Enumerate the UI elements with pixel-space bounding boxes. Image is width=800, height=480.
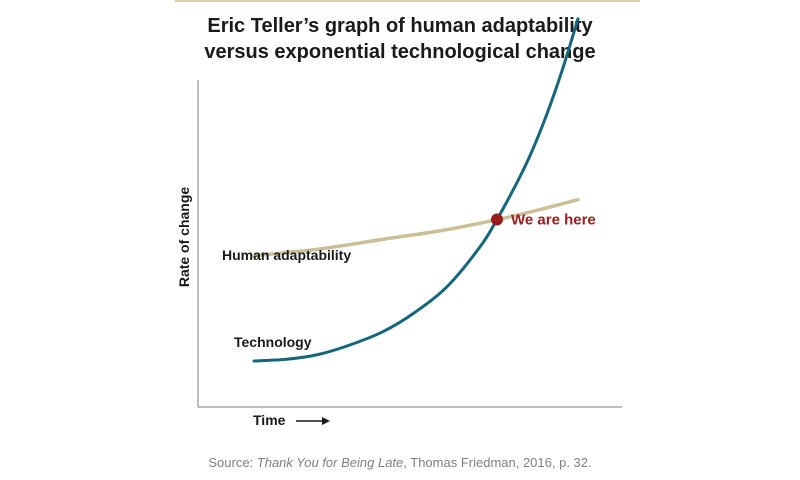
top-divider <box>175 0 640 2</box>
y-axis-label: Rate of change <box>176 187 192 288</box>
series-label-technology: Technology <box>234 334 312 350</box>
series-label-human-adaptability: Human adaptability <box>222 247 351 263</box>
series-layer <box>252 17 580 363</box>
series-line-technology <box>252 17 580 363</box>
chart-title-line-2: versus exponential technological change <box>204 41 596 63</box>
series-line-human-adaptability <box>252 197 580 258</box>
annotation-label: We are here <box>511 211 596 228</box>
source-book-title: Thank You for Being Late <box>256 455 404 470</box>
x-axis-arrow-head <box>322 417 330 425</box>
annotation-marker <box>491 213 503 226</box>
label-layer: Rate of change Time Technology Human adapta… <box>176 187 596 428</box>
chart-title-line-1: Eric Teller’s graph of human adaptabilit… <box>207 15 593 37</box>
chart-axes <box>197 80 622 408</box>
x-axis-label: Time <box>253 412 286 428</box>
source-caption: Source: Thank You for Being Late, Thomas… <box>0 455 800 470</box>
source-suffix: , Thomas Friedman, 2016, p. 32. <box>403 455 592 470</box>
source-prefix: Source: <box>208 455 257 470</box>
